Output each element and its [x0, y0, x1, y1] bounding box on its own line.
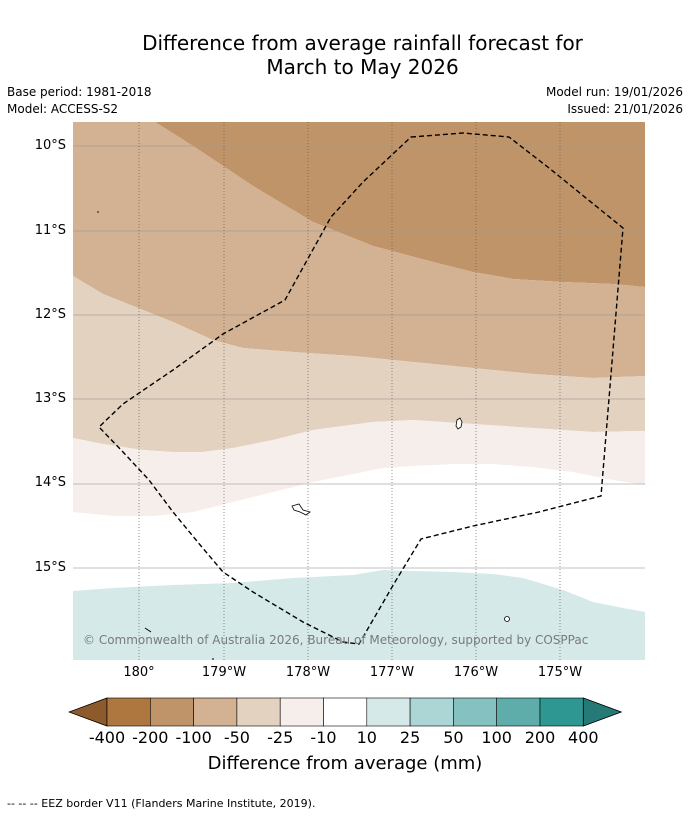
lon-label-175w: 175°W — [537, 665, 583, 680]
colorbar-box — [323, 697, 368, 727]
colorbar-tick-label: -10 — [310, 728, 337, 747]
colorbar-tick-label: 25 — [399, 728, 421, 747]
colorbar-tick-label: -400 — [88, 728, 126, 747]
colorbar-tick-label: -100 — [175, 728, 212, 747]
colorbar-tick-label: -200 — [132, 728, 169, 747]
island-vatoa — [455, 417, 463, 430]
model-name: Model: ACCESS-S2 — [7, 102, 119, 116]
colorbar — [68, 697, 623, 727]
meta-left: Base period: 1981-2018 Model: ACCESS-S2 — [7, 84, 152, 118]
colorbar-tick-label: 200 — [524, 728, 556, 747]
colorbar-box — [236, 697, 281, 727]
colorbar-box — [106, 697, 151, 727]
lat-label-11s: 11°S — [34, 223, 66, 238]
title-line-2: March to May 2026 — [266, 55, 459, 79]
colorbar-title: Difference from average (mm) — [207, 753, 483, 774]
meta-right: Model run: 19/01/2026 Issued: 21/01/2026 — [546, 84, 683, 118]
lat-label-10s: 10°S — [34, 138, 66, 153]
colorbar-tick-label: 400 — [568, 728, 599, 747]
island-east — [504, 616, 510, 622]
lat-gridlines — [73, 145, 645, 569]
lon-label-177w: 177°W — [369, 665, 415, 680]
copyright-notice: © Commonwealth of Australia 2026, Bureau… — [83, 633, 589, 647]
colorbar-box — [453, 697, 497, 727]
colorbar-arrow-low — [68, 697, 108, 727]
base-period: Base period: 1981-2018 — [7, 85, 152, 99]
island-northwest — [97, 211, 99, 213]
title-line-1: Difference from average rainfall forecas… — [142, 31, 583, 55]
colorbar-arrow-high — [582, 697, 623, 727]
lon-label-178w: 178°W — [285, 665, 331, 680]
lat-label-12s: 12°S — [34, 307, 66, 322]
eez-footnote: -- -- -- EEZ border V11 (Flanders Marine… — [7, 797, 316, 810]
band-minus-100 — [155, 122, 645, 287]
band-plus-10 — [73, 570, 645, 660]
band-minus-10 — [73, 420, 645, 516]
lon-label-176w: 176°W — [453, 665, 499, 680]
issued-date: Issued: 21/01/2026 — [567, 102, 683, 116]
island-southwest — [144, 627, 152, 633]
colorbar-tick-label: -50 — [223, 728, 250, 747]
colorbar-box — [193, 697, 238, 727]
colorbar-box — [366, 697, 411, 727]
colorbar-box — [409, 697, 454, 727]
rainfall-map — [73, 122, 645, 660]
colorbar-box — [539, 697, 584, 727]
colorbar-tick-label: 10 — [356, 728, 377, 747]
colorbar-labels: -400 -200 -100 -50 -25 -10 10 25 50 100 200 400 — [0, 728, 690, 748]
band-minus-50 — [73, 122, 645, 378]
chart-title: Difference from average rainfall forecas… — [0, 31, 690, 79]
island-ono-ilau — [291, 503, 311, 516]
colorbar-box — [496, 697, 541, 727]
colorbar-tick-label: 100 — [481, 728, 512, 747]
lat-label-13s: 13°S — [34, 391, 66, 406]
colorbar-box — [150, 697, 194, 727]
lat-label-14s: 14°S — [34, 475, 66, 490]
model-run: Model run: 19/01/2026 — [545, 85, 683, 99]
lat-label-15s: 15°S — [34, 560, 66, 575]
eez-border — [98, 132, 624, 645]
colorbar-box — [279, 697, 324, 727]
lon-label-180: 180° — [123, 665, 155, 680]
colorbar-tick-label: 50 — [443, 728, 464, 747]
colorbar-tick-label: -25 — [267, 728, 294, 747]
band-minus-25 — [73, 276, 645, 452]
lon-label-179w: 179°W — [201, 665, 247, 680]
